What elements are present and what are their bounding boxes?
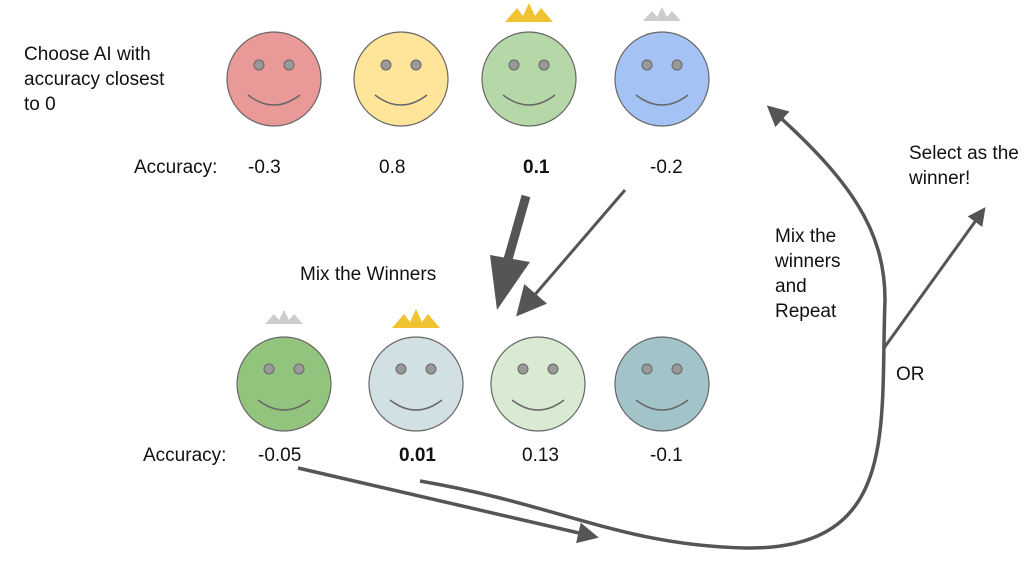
gold-crown-icon: [392, 309, 440, 328]
face-row1-3: [481, 31, 577, 127]
repeat-label-line-1: Mix the: [775, 226, 837, 247]
silver-crown-icon: [643, 7, 681, 21]
instruction-line-1: Choose AI with: [24, 44, 151, 65]
gold-crown-icon: [505, 3, 553, 22]
or-label: OR: [896, 364, 925, 385]
face-row2-2: [368, 336, 464, 432]
instruction-line-3: to 0: [24, 94, 56, 115]
face-row1-4: [614, 31, 710, 127]
accuracy-value-row2-1: -0.05: [258, 445, 302, 466]
accuracy-value-row2-3: 0.13: [522, 445, 559, 466]
face-row2-4: [614, 336, 710, 432]
accuracy-value-row2-4: -0.1: [650, 445, 683, 466]
repeat-label-line-4: Repeat: [775, 301, 837, 322]
accuracy-label-row1: Accuracy:: [134, 157, 218, 178]
face-row2-1: [236, 336, 332, 432]
face-row2-3: [490, 336, 586, 432]
select-winner-arrow: [882, 207, 986, 349]
accuracy-value-row1-4: -0.2: [650, 157, 683, 178]
accuracy-value-row1-2: 0.8: [379, 157, 406, 178]
face-row1-2: [353, 31, 449, 127]
repeat-label-line-3: and: [775, 276, 807, 297]
arrow-from-0-05: [297, 466, 599, 544]
thick-arrow: [500, 194, 531, 272]
row2-title: Mix the Winners: [300, 264, 437, 285]
select-label-line-1: Select as the: [909, 143, 1019, 164]
select-label-line-2: winner!: [909, 168, 971, 189]
face-row1-1: [226, 31, 322, 127]
instruction-line-2: accuracy closest: [24, 69, 165, 90]
silver-crown-icon: [265, 310, 303, 324]
thick-arrowhead: [490, 255, 530, 310]
accuracy-value-row1-3: 0.1: [523, 157, 550, 178]
repeat-label-line-2: winners: [775, 251, 841, 272]
repeat-loop-arrow: [419, 105, 887, 550]
thin-arrow: [516, 189, 627, 317]
accuracy-value-row1-1: -0.3: [248, 157, 281, 178]
accuracy-label-row2: Accuracy:: [143, 445, 227, 466]
accuracy-value-row2-2: 0.01: [399, 445, 436, 466]
